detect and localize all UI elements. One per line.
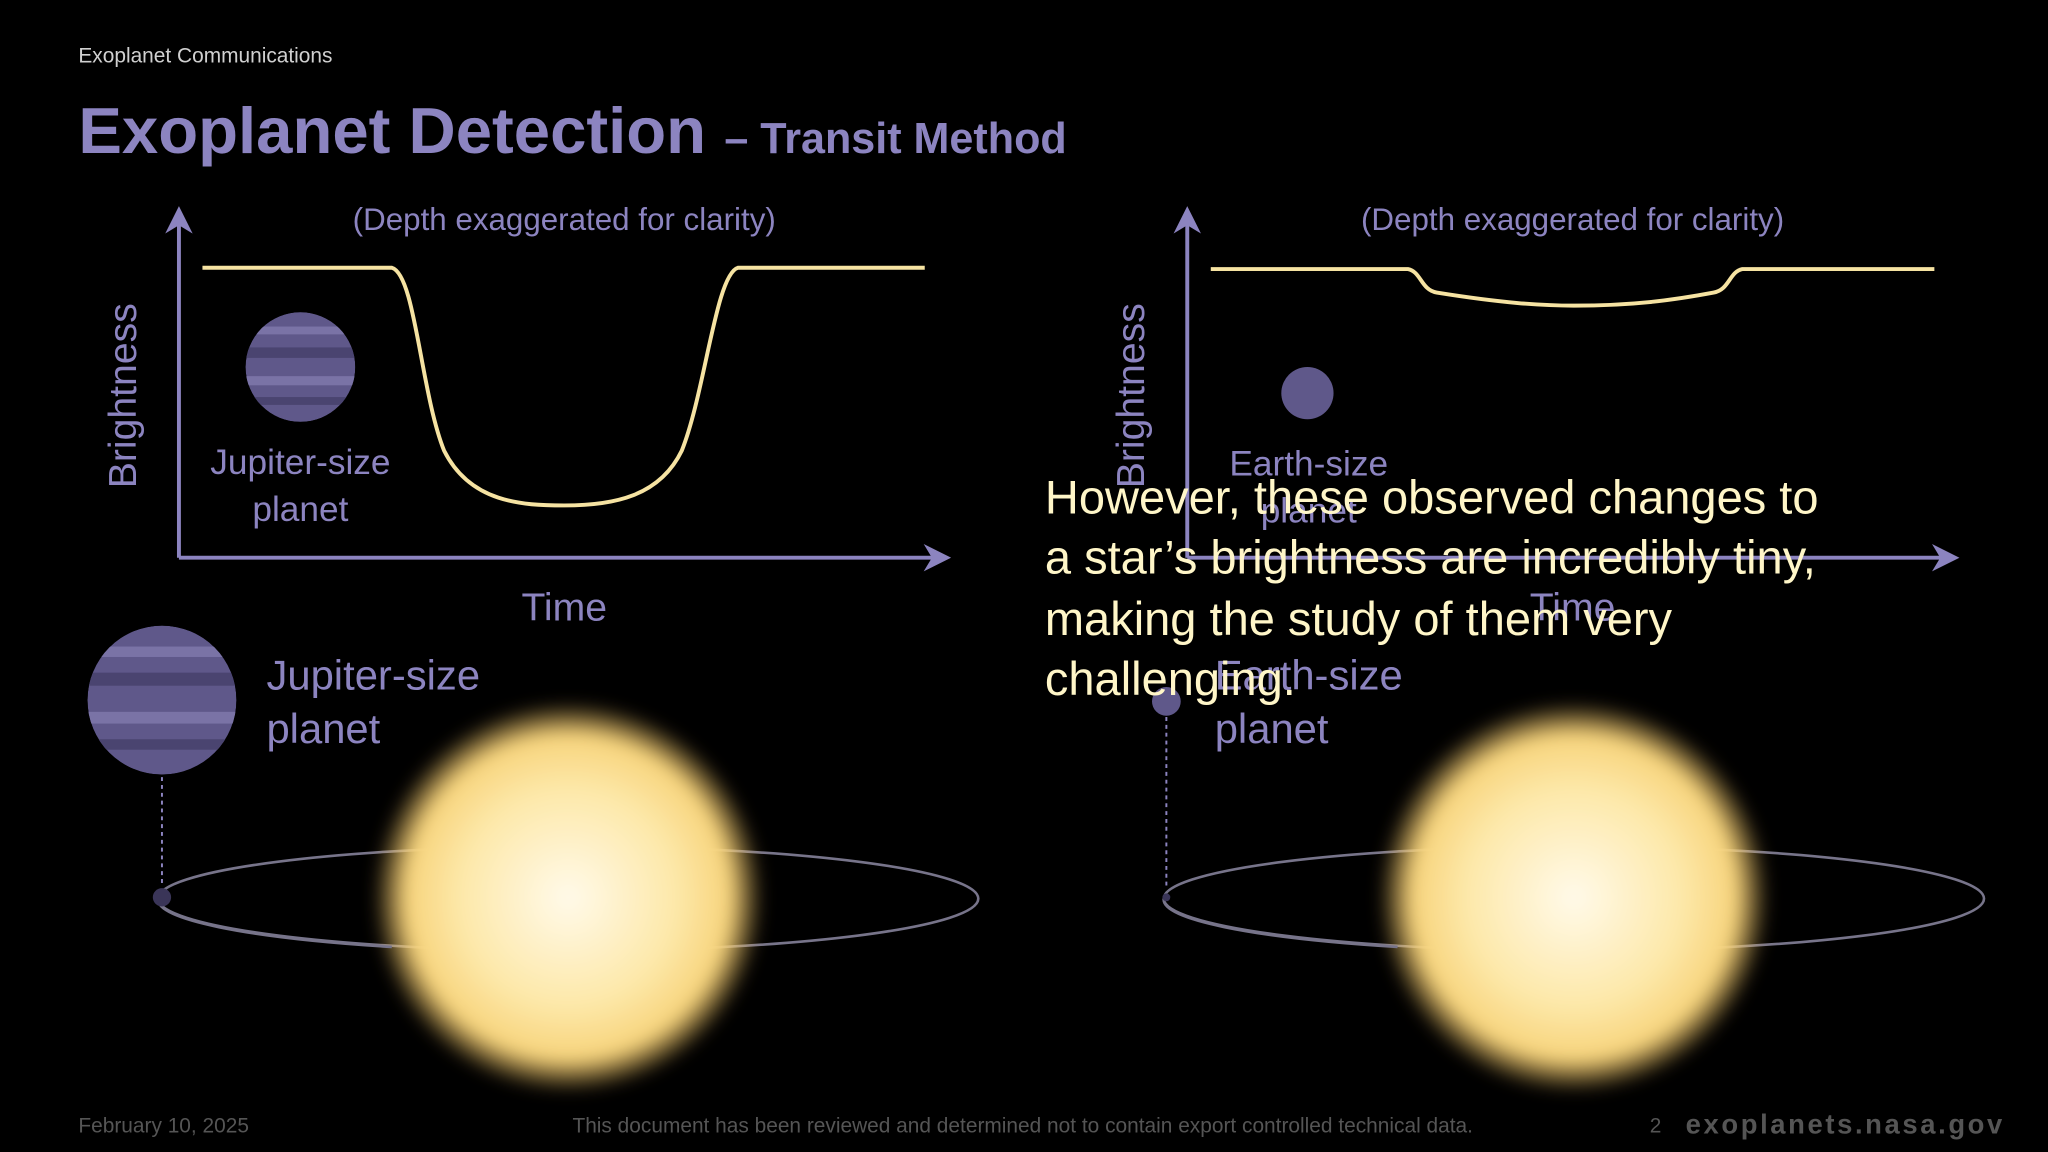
orbit-planet xyxy=(1152,687,1181,716)
plot-planet-label: Jupiter-size xyxy=(210,443,390,482)
panel-left: (Depth exaggerated for clarity) Brightne… xyxy=(87,202,980,1094)
overlay-line: However, these observed changes to xyxy=(1045,470,1819,523)
footer-date: February 10, 2025 xyxy=(78,1114,249,1137)
overlay-line: making the study of them very xyxy=(1045,592,1673,645)
light-curve xyxy=(202,265,925,508)
title-main: Exoplanet Detection xyxy=(78,94,706,167)
plot-planet-label: Earth-size xyxy=(1229,444,1388,483)
transit-planet xyxy=(152,888,172,907)
plot-planet xyxy=(1281,367,1334,420)
transit-planet xyxy=(1162,893,1171,902)
caption: (Depth exaggerated for clarity) xyxy=(1361,202,1784,237)
title-sub: – Transit Method xyxy=(724,115,1066,163)
orbit-planet-label: planet xyxy=(1215,705,1329,752)
page-number: 2 xyxy=(1650,1114,1662,1137)
title: Exoplanet Detection – Transit Method xyxy=(78,94,1066,167)
plot-planet-label: planet xyxy=(252,490,348,529)
overlay-line: a star’s brightness are incredibly tiny, xyxy=(1045,530,1816,583)
caption: (Depth exaggerated for clarity) xyxy=(353,202,776,237)
orbit-front xyxy=(156,898,392,949)
y-axis-label: Brightness xyxy=(102,303,145,488)
plot-planet xyxy=(245,312,356,422)
orbit-planet xyxy=(87,625,237,775)
overlay-text: However, these observed changes to a sta… xyxy=(1045,470,1819,705)
star xyxy=(372,701,765,1094)
light-curve xyxy=(1210,267,1935,308)
plot-planet-label: planet xyxy=(1261,491,1357,530)
overlay-line: challenging. xyxy=(1045,652,1296,705)
orbit-front xyxy=(1162,898,1398,949)
orbit-planet-label: Jupiter-size xyxy=(266,652,480,699)
orbit-planet-label: Earth-size xyxy=(1215,652,1403,699)
y-axis-label: Brightness xyxy=(1110,303,1153,488)
panel-right: (Depth exaggerated for clarity) Brightne… xyxy=(1110,202,1986,1094)
footer-notice: This document has been reviewed and dete… xyxy=(572,1114,1473,1137)
orbit-planet-label: planet xyxy=(266,705,380,752)
header-label: Exoplanet Communications xyxy=(78,45,332,68)
x-axis-label: Time xyxy=(1530,586,1616,629)
footer-site: exoplanets.nasa.gov xyxy=(1686,1109,2005,1140)
star xyxy=(1377,701,1770,1094)
x-axis-label: Time xyxy=(521,586,607,629)
